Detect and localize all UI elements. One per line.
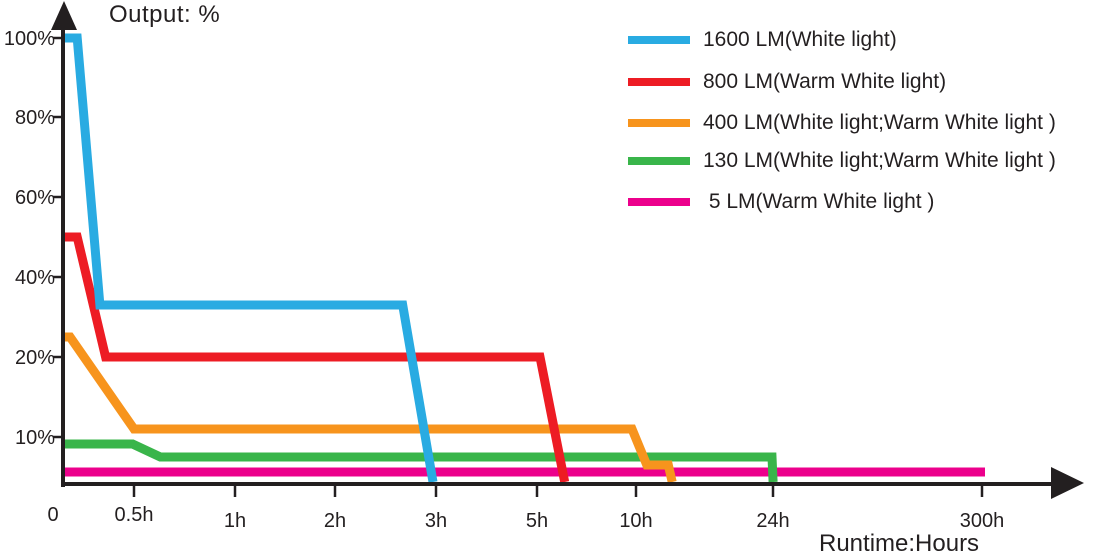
- legend-swatch-1600-lm: [628, 36, 690, 44]
- x-tick-label-2h: 2h: [324, 510, 346, 532]
- legend-label-400-lm: 400 LM(White light;Warm White light ): [703, 111, 1056, 134]
- legend-swatch-800-lm: [628, 78, 690, 86]
- legend-item-130-lm: 130 LM(White light;Warm White light ): [628, 148, 1056, 174]
- y-tick-label-20%: 20%: [15, 347, 55, 369]
- legend-item-1600-lm: 1600 LM(White light): [628, 27, 897, 53]
- y-tick-label-60%: 60%: [15, 187, 55, 209]
- x-tick-label-5h: 5h: [526, 510, 548, 532]
- legend-swatch-5-lm: [628, 198, 690, 206]
- series-line-800-lm: [63, 232, 570, 483]
- y-axis-title: Output: %: [109, 1, 221, 28]
- x-axis-title: Runtime:Hours: [819, 530, 980, 556]
- y-axis-arrow: [51, 1, 77, 30]
- y-tick-label-80%: 80%: [15, 107, 55, 129]
- legend-label-130-lm: 130 LM(White light;Warm White light ): [703, 149, 1056, 172]
- y-tick-label-100%: 100%: [4, 28, 55, 50]
- x-tick-label-10h: 10h: [619, 510, 652, 532]
- series-line-400-lm: [63, 332, 677, 484]
- legend-swatch-130-lm: [628, 157, 690, 165]
- series-line-130-lm: [63, 439, 778, 483]
- x-tick-label-0.5h: 0.5h: [115, 504, 154, 526]
- legend-label-800-lm: 800 LM(Warm White light): [703, 70, 947, 93]
- legend-label-5-lm: 5 LM(Warm White light ): [703, 190, 935, 213]
- x-tick-label-1h: 1h: [224, 510, 246, 532]
- y-tick-label-40%: 40%: [15, 267, 55, 289]
- legend-item-5-lm: 5 LM(Warm White light ): [628, 189, 934, 215]
- x-tick-label-3h: 3h: [425, 510, 447, 532]
- x-tick-label-24h: 24h: [756, 510, 789, 532]
- legend-label-1600-lm: 1600 LM(White light): [703, 28, 897, 51]
- x-tick-label-300h: 300h: [960, 510, 1005, 532]
- series-line-1600-lm: [63, 33, 438, 483]
- x-tick-label-0: 0: [47, 504, 58, 526]
- x-axis-arrow: [1051, 467, 1084, 499]
- legend-swatch-400-lm: [628, 119, 690, 127]
- y-tick-label-10%: 10%: [15, 427, 55, 449]
- legend-item-400-lm: 400 LM(White light;Warm White light ): [628, 110, 1056, 136]
- legend-item-800-lm: 800 LM(Warm White light): [628, 69, 946, 95]
